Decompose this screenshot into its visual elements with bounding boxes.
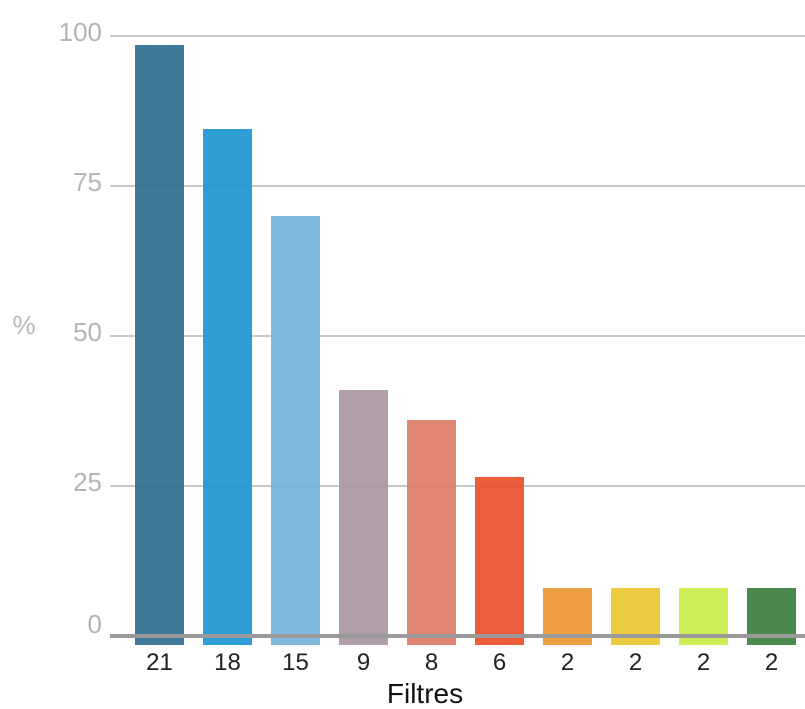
bars: [135, 45, 796, 645]
y-tick-label: 50: [73, 317, 102, 347]
y-tick-label: 75: [73, 167, 102, 197]
bar: [407, 420, 456, 645]
x-tick-label: 2: [697, 649, 710, 676]
x-tick-label: 2: [765, 649, 778, 676]
y-tick-label: 0: [88, 609, 102, 639]
x-tick-label: 18: [214, 649, 241, 676]
bar: [475, 477, 524, 645]
y-tick-label: 25: [73, 467, 102, 497]
bar: [271, 216, 320, 645]
bar: [135, 45, 184, 645]
x-tick-label: 2: [629, 649, 642, 676]
x-tick-label: 21: [146, 649, 173, 676]
x-axis-label: Filtres: [387, 678, 463, 709]
x-tick-label: 9: [357, 649, 370, 676]
x-tick-label: 6: [493, 649, 506, 676]
bar: [203, 129, 252, 645]
x-tick-label: 2: [561, 649, 574, 676]
bar: [339, 390, 388, 645]
x-tick-label: 15: [282, 649, 309, 676]
y-axis-ticks: 0 25 50 75 100: [59, 17, 102, 639]
y-axis-label: %: [12, 310, 35, 340]
x-axis-ticks: 21 18 15 9 8 6 2 2 2 2: [146, 649, 778, 676]
y-tick-label: 100: [59, 17, 102, 47]
x-tick-label: 8: [425, 649, 438, 676]
